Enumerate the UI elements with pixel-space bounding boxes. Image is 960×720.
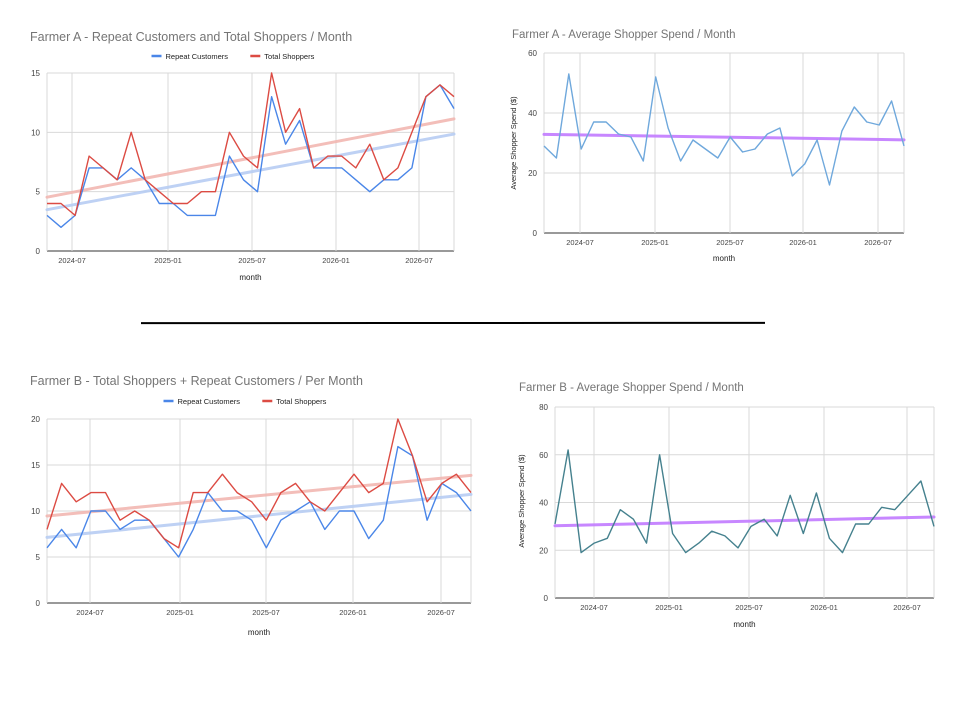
x-tick-label: 2026-01 <box>789 238 817 247</box>
chart-farmer-b-shoppers: Farmer B - Total Shoppers + Repeat Custo… <box>0 364 490 644</box>
x-tick-label: 2024-07 <box>580 603 608 612</box>
chart-title: Farmer B - Total Shoppers + Repeat Custo… <box>30 374 363 388</box>
x-tick-label: 2026-01 <box>339 608 367 617</box>
chart-title: Farmer B - Average Shopper Spend / Month <box>519 382 744 394</box>
y-tick-label: 0 <box>36 599 41 608</box>
x-axis-label: month <box>248 628 270 637</box>
y-tick-label: 60 <box>528 49 537 58</box>
y-tick-label: 15 <box>31 69 40 78</box>
y-tick-label: 10 <box>31 507 40 516</box>
y-tick-label: 40 <box>528 109 537 118</box>
y-tick-label: 20 <box>31 415 40 424</box>
chart-svg: Farmer B - Total Shoppers + Repeat Custo… <box>30 374 473 637</box>
x-tick-label: 2024-07 <box>566 238 594 247</box>
x-tick-label: 2026-07 <box>405 256 433 265</box>
y-tick-label: 15 <box>31 461 40 470</box>
y-tick-label: 80 <box>539 403 548 412</box>
y-tick-label: 5 <box>36 188 41 197</box>
y-tick-label: 0 <box>533 229 538 238</box>
trendline-repeat-customers <box>45 132 456 212</box>
chart-svg: Farmer A - Repeat Customers and Total Sh… <box>30 30 456 282</box>
y-tick-label: 20 <box>539 546 548 555</box>
y-tick-label: 20 <box>528 169 537 178</box>
x-axis-label: month <box>713 254 735 263</box>
x-tick-label: 2025-01 <box>641 238 669 247</box>
series-line-total-shoppers <box>47 72 455 217</box>
trendline-series <box>553 515 936 528</box>
y-tick-label: 5 <box>36 553 41 562</box>
x-tick-label: 2025-01 <box>655 603 683 612</box>
y-tick-label: 0 <box>36 247 41 256</box>
legend-label-repeat-customers: Repeat Customers <box>166 52 229 61</box>
trendline-total-shoppers <box>45 117 456 199</box>
trendline-series <box>542 132 906 142</box>
x-tick-label: 2025-07 <box>252 608 280 617</box>
chart-svg: Farmer B - Average Shopper Spend / Month… <box>517 382 936 629</box>
trendline-total-shoppers <box>45 473 473 518</box>
legend-label-total-shoppers: Total Shoppers <box>276 397 326 406</box>
y-tick-label: 40 <box>539 499 548 508</box>
series-line-total-shoppers <box>46 418 472 549</box>
series-line-series <box>543 73 905 186</box>
x-tick-label: 2025-01 <box>166 608 194 617</box>
y-axis-label: Average Shopper Spend ($) <box>509 96 518 190</box>
x-tick-label: 2026-01 <box>810 603 838 612</box>
divider-line <box>140 321 766 325</box>
x-tick-label: 2026-07 <box>864 238 892 247</box>
x-tick-label: 2024-07 <box>58 256 86 265</box>
x-tick-label: 2026-07 <box>427 608 455 617</box>
x-axis-label: month <box>239 273 261 282</box>
chart-farmer-b-spend: Farmer B - Average Shopper Spend / Month… <box>508 371 948 633</box>
trendline-repeat-customers <box>45 492 473 539</box>
y-axis-label: Average Shopper Spend ($) <box>517 454 526 548</box>
y-tick-label: 0 <box>544 594 549 603</box>
series-line-repeat-customers <box>46 84 455 229</box>
x-tick-label: 2025-07 <box>716 238 744 247</box>
legend-label-repeat-customers: Repeat Customers <box>178 397 241 406</box>
chart-title: Farmer A - Repeat Customers and Total Sh… <box>30 30 352 44</box>
x-tick-label: 2024-07 <box>76 608 104 617</box>
x-tick-label: 2025-01 <box>154 256 182 265</box>
y-tick-label: 60 <box>539 451 548 460</box>
chart-title: Farmer A - Average Shopper Spend / Month <box>512 29 736 41</box>
chart-farmer-a-spend: Farmer A - Average Shopper Spend / Month… <box>500 18 920 274</box>
legend-label-total-shoppers: Total Shoppers <box>264 52 314 61</box>
x-axis-label: month <box>733 620 755 629</box>
x-tick-label: 2025-07 <box>735 603 763 612</box>
x-tick-label: 2026-07 <box>893 603 921 612</box>
x-tick-label: 2026-01 <box>322 256 350 265</box>
chart-farmer-a-shoppers: Farmer A - Repeat Customers and Total Sh… <box>0 18 480 290</box>
x-tick-label: 2025-07 <box>238 256 266 265</box>
y-tick-label: 10 <box>31 128 40 137</box>
chart-svg: Farmer A - Average Shopper Spend / Month… <box>509 29 906 263</box>
series-line-repeat-customers <box>46 445 472 558</box>
series-line-series <box>554 449 935 554</box>
